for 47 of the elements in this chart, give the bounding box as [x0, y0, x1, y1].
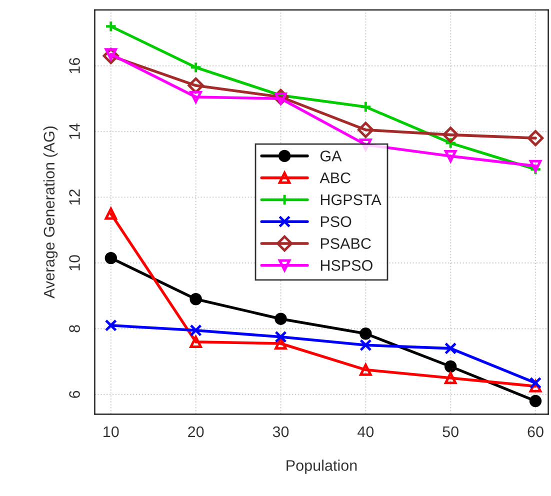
- point: [527, 130, 544, 146]
- point: [358, 122, 374, 138]
- point: [104, 208, 118, 220]
- point: [360, 339, 372, 352]
- point: [190, 336, 202, 348]
- point: [529, 376, 542, 390]
- point: [444, 342, 457, 355]
- x-tick-label: 20: [188, 426, 204, 438]
- x-tick-label: 40: [358, 426, 374, 438]
- y-tick-label: 8: [69, 325, 80, 332]
- y-tick-label: 14: [69, 123, 80, 139]
- point: [529, 394, 542, 408]
- legend-label: GA: [320, 150, 342, 162]
- legend-label: HGPSTA: [320, 194, 382, 206]
- point: [444, 372, 457, 384]
- point: [442, 126, 459, 143]
- point: [444, 150, 457, 162]
- point: [104, 20, 118, 32]
- x-tick-label: 60: [528, 426, 544, 438]
- x-tick-label: 50: [442, 426, 458, 438]
- y-axis-title: Average Generation (AG): [43, 126, 58, 298]
- point: [104, 252, 118, 264]
- point: [190, 90, 202, 104]
- legend-label: HSPSO: [320, 260, 372, 271]
- point: [529, 160, 542, 172]
- point: [360, 328, 372, 340]
- x-tick-label: 10: [104, 426, 119, 438]
- x-tick-label: 30: [272, 426, 289, 438]
- point: [104, 319, 118, 332]
- legend-label: PSABC: [320, 238, 371, 249]
- y-tick-label: 6: [69, 390, 80, 398]
- point: [190, 61, 202, 74]
- point: [274, 330, 287, 344]
- point: [188, 77, 204, 94]
- point: [190, 324, 202, 336]
- legend-label: ABC: [320, 172, 351, 184]
- y-tick-label: 16: [69, 58, 80, 74]
- point: [360, 364, 372, 376]
- point: [444, 360, 457, 373]
- point: [190, 293, 202, 306]
- y-tick-label: 12: [69, 190, 80, 205]
- point: [274, 312, 287, 325]
- point: [360, 100, 372, 113]
- x-axis-title: Population: [286, 460, 357, 474]
- point: [274, 337, 287, 350]
- y-tick-label: 10: [69, 255, 80, 270]
- legend-label: PSO: [320, 216, 352, 228]
